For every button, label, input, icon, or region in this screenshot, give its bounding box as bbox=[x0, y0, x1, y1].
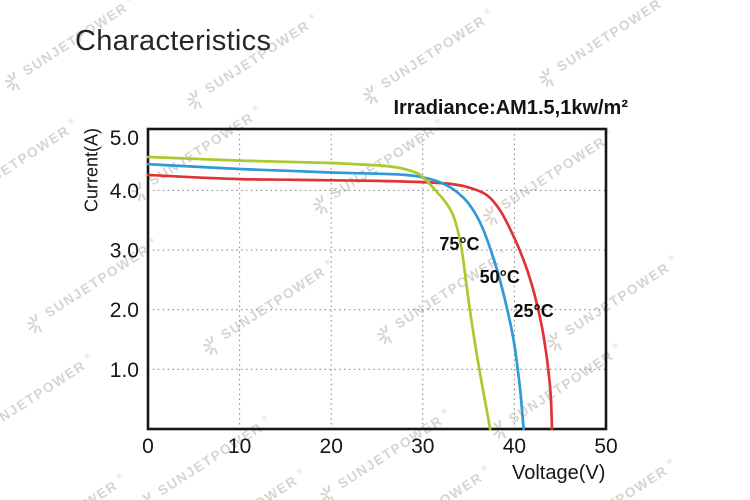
sun-rays-icon bbox=[363, 84, 378, 104]
watermark: SUNJETPOWER® bbox=[20, 231, 165, 338]
y-tick-3.0: 3.0 bbox=[110, 240, 139, 263]
x-tick-30: 30 bbox=[411, 435, 434, 458]
x-tick-20: 20 bbox=[320, 435, 343, 458]
watermark: SUNJETPOWER® bbox=[306, 112, 451, 219]
watermark: SUNJETPOWER® bbox=[370, 242, 515, 349]
sun-rays-icon bbox=[142, 491, 151, 500]
watermark: SUNJETPOWER® bbox=[0, 0, 142, 95]
y-tick-2.0: 2.0 bbox=[110, 299, 139, 322]
sun-rays-icon bbox=[5, 71, 20, 91]
series-label-25°C: 25°C bbox=[514, 301, 554, 321]
sun-rays-icon bbox=[27, 313, 42, 333]
plot-border bbox=[146, 127, 608, 431]
sun-rays-icon bbox=[187, 89, 202, 109]
sun-rays-icon bbox=[547, 331, 562, 351]
x-tick-10: 10 bbox=[228, 435, 251, 458]
watermark: SUNJETPOWER® bbox=[124, 99, 269, 206]
x-axis-title: Voltage(V) bbox=[512, 462, 606, 484]
series-label-50°C: 50°C bbox=[480, 267, 520, 287]
watermark: SUNJETPOWER® bbox=[532, 0, 677, 91]
watermark: SUNJETPOWER® bbox=[133, 409, 278, 500]
watermark: SUNJETPOWER® bbox=[196, 253, 341, 360]
y-tick-4.0: 4.0 bbox=[110, 180, 139, 203]
irradiance-annotation: Irradiance:AM1.5,1kw/m² bbox=[393, 97, 628, 119]
x-tick-50: 50 bbox=[594, 435, 617, 458]
watermark: SUNJETPOWER® bbox=[540, 249, 685, 356]
series-label-75°C: 75°C bbox=[439, 234, 479, 254]
sun-rays-icon bbox=[483, 205, 498, 225]
sun-rays-icon bbox=[203, 335, 218, 355]
watermark: SUNJETPOWER® bbox=[476, 123, 621, 230]
curve-75°C bbox=[146, 155, 492, 431]
curve-25°C bbox=[146, 173, 554, 431]
curve-50°C bbox=[146, 162, 525, 431]
y-tick-1.0: 1.0 bbox=[110, 359, 139, 382]
y-tick-5.0: 5.0 bbox=[110, 127, 139, 150]
y-axis-title: Current(A) bbox=[81, 127, 102, 213]
x-tick-0: 0 bbox=[142, 435, 154, 458]
page-title: Characteristics bbox=[75, 25, 272, 57]
sun-rays-icon bbox=[539, 67, 554, 87]
sun-rays-icon bbox=[131, 181, 146, 201]
x-tick-40: 40 bbox=[503, 435, 526, 458]
sun-rays-icon bbox=[313, 194, 328, 214]
sun-rays-icon bbox=[377, 324, 392, 344]
watermark: SUNJETPOWER® bbox=[180, 7, 325, 114]
watermark: SUNJETPOWER® bbox=[356, 2, 501, 109]
